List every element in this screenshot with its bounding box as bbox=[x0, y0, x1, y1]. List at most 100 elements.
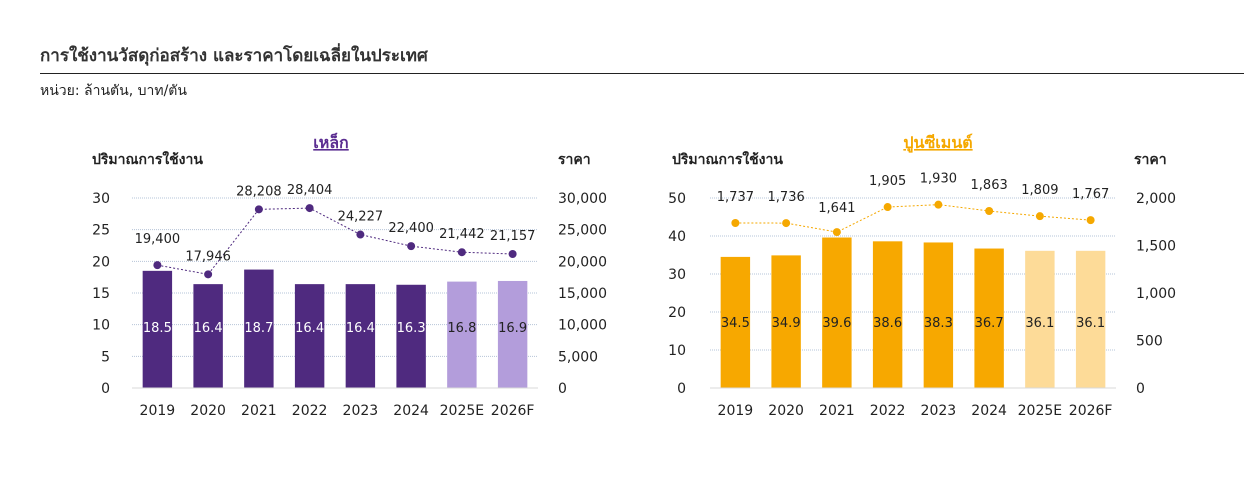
cement-price-marker bbox=[985, 207, 994, 216]
steel-price-value-label: 24,227 bbox=[338, 210, 384, 225]
steel-y-tick-label: 10 bbox=[92, 318, 110, 334]
cement-price-marker bbox=[883, 203, 892, 212]
cement-price-value-label: 1,641 bbox=[818, 201, 855, 216]
cement-y-tick-label: 30 bbox=[668, 267, 686, 283]
cement-x-tick-label: 2025E bbox=[1018, 403, 1062, 419]
steel-bar bbox=[244, 269, 274, 388]
steel-price-marker bbox=[254, 205, 263, 214]
steel-price-marker bbox=[457, 248, 466, 257]
steel-price-value-label: 22,400 bbox=[388, 221, 434, 236]
steel-x-tick-label: 2019 bbox=[140, 403, 176, 419]
steel-y2-tick-label: 10,000 bbox=[558, 318, 607, 334]
steel-bar-value-label: 16.4 bbox=[194, 321, 223, 336]
steel-price-value-label: 21,442 bbox=[439, 227, 485, 242]
cement-bar bbox=[720, 256, 751, 388]
steel-bar bbox=[447, 281, 477, 388]
steel-bar-value-label: 16.3 bbox=[397, 321, 426, 336]
cement-bar-value-label: 36.1 bbox=[1076, 316, 1105, 331]
cement-x-tick-label: 2026F bbox=[1069, 403, 1113, 419]
steel-bar-value-label: 16.9 bbox=[498, 321, 527, 336]
cement-chart-title: ปูนซีเมนต์ bbox=[903, 133, 972, 154]
steel-chart-title: เหล็ก bbox=[313, 131, 349, 152]
cement-bar-value-label: 36.1 bbox=[1025, 316, 1054, 331]
cement-bar-value-label: 39.6 bbox=[822, 316, 851, 331]
steel-y-tick-label: 25 bbox=[92, 223, 110, 239]
cement-price-marker bbox=[832, 228, 841, 237]
cement-bar bbox=[923, 242, 954, 388]
cement-bar bbox=[974, 248, 1004, 388]
page-title: การใช้งานวัสดุก่อสร้าง และราคาโดยเฉลี่ยใ… bbox=[40, 46, 428, 66]
cement-price-marker bbox=[1086, 216, 1095, 225]
steel-price-marker bbox=[407, 242, 416, 251]
cement-y-tick-label: 50 bbox=[668, 191, 686, 207]
steel-price-marker bbox=[305, 204, 314, 213]
cement-x-tick-label: 2020 bbox=[768, 403, 804, 419]
steel-y2-tick-label: 15,000 bbox=[558, 286, 607, 302]
steel-price-line bbox=[157, 207, 513, 275]
cement-price-value-label: 1,809 bbox=[1021, 183, 1058, 198]
steel-price-marker bbox=[204, 270, 213, 279]
steel-x-tick-label: 2022 bbox=[292, 403, 328, 419]
steel-bar-value-label: 18.5 bbox=[143, 321, 172, 336]
cement-y-tick-label: 40 bbox=[668, 229, 686, 245]
steel-price-value-label: 17,946 bbox=[185, 249, 231, 264]
unit-subtitle: หน่วย: ล้านตัน, บาท/ตัน bbox=[40, 83, 187, 99]
steel-price-value-label: 28,404 bbox=[287, 183, 333, 198]
cement-bar-value-label: 34.5 bbox=[721, 316, 750, 331]
cement-x-tick-label: 2023 bbox=[921, 403, 957, 419]
steel-bar bbox=[497, 280, 528, 388]
cement-price-value-label: 1,736 bbox=[768, 190, 805, 205]
steel-y-tick-label: 15 bbox=[92, 286, 110, 302]
cement-price-marker bbox=[731, 218, 740, 227]
steel-x-tick-label: 2023 bbox=[343, 403, 379, 419]
cement-price-value-label: 1,905 bbox=[869, 174, 906, 189]
cement-bar-value-label: 38.3 bbox=[924, 316, 953, 331]
steel-y-tick-label: 5 bbox=[101, 349, 110, 365]
steel-price-value-label: 21,157 bbox=[490, 229, 536, 244]
cement-right-axis-title: ราคา bbox=[1134, 152, 1167, 168]
cement-y-tick-label: 10 bbox=[668, 343, 686, 359]
cement-price-line bbox=[735, 204, 1091, 233]
steel-y2-tick-label: 25,000 bbox=[558, 223, 607, 239]
steel-price-value-label: 28,208 bbox=[236, 184, 282, 199]
steel-x-tick-label: 2024 bbox=[393, 403, 429, 419]
steel-bar-value-label: 16.4 bbox=[295, 321, 324, 336]
cement-price-marker bbox=[782, 219, 791, 228]
steel-price-marker bbox=[153, 261, 162, 270]
cement-bar-value-label: 38.6 bbox=[873, 316, 902, 331]
steel-bar bbox=[345, 284, 376, 388]
steel-x-tick-label: 2021 bbox=[241, 403, 277, 419]
cement-bar-value-label: 36.7 bbox=[975, 316, 1004, 331]
steel-y2-tick-label: 30,000 bbox=[558, 191, 607, 207]
cement-price-value-label: 1,767 bbox=[1072, 187, 1109, 202]
cement-left-axis-title: ปริมาณการใช้งาน bbox=[672, 150, 783, 168]
steel-x-tick-label: 2026F bbox=[491, 403, 535, 419]
steel-bar bbox=[294, 284, 325, 388]
cement-price-marker bbox=[934, 200, 943, 209]
steel-bar-value-label: 16.8 bbox=[447, 321, 476, 336]
cement-x-tick-label: 2021 bbox=[819, 403, 855, 419]
cement-x-tick-label: 2019 bbox=[718, 403, 754, 419]
steel-y2-tick-label: 5,000 bbox=[558, 349, 598, 365]
steel-y-tick-label: 20 bbox=[92, 254, 110, 270]
cement-y2-tick-label: 0 bbox=[1136, 381, 1145, 397]
cement-y2-tick-label: 500 bbox=[1136, 334, 1163, 350]
steel-bar bbox=[396, 284, 426, 388]
steel-price-value-label: 19,400 bbox=[135, 232, 181, 247]
steel-y2-tick-label: 0 bbox=[558, 381, 567, 397]
steel-bar-value-label: 16.4 bbox=[346, 321, 375, 336]
cement-bar bbox=[872, 241, 903, 388]
steel-y-tick-label: 0 bbox=[101, 381, 110, 397]
cement-price-marker bbox=[1035, 212, 1044, 221]
cement-x-tick-label: 2024 bbox=[971, 403, 1007, 419]
cement-y-tick-label: 20 bbox=[668, 305, 686, 321]
steel-x-tick-label: 2025E bbox=[440, 403, 484, 419]
steel-chart: เหล็กปริมาณการใช้งาน ราคา 0 5 10 15 20 25 30 0 5,0… bbox=[92, 131, 607, 419]
cement-y2-tick-label: 1,000 bbox=[1136, 286, 1176, 302]
cement-y-tick-label: 0 bbox=[677, 381, 686, 397]
cement-price-value-label: 1,863 bbox=[971, 178, 1008, 193]
cement-bar bbox=[1025, 250, 1055, 388]
cement-price-value-label: 1,737 bbox=[717, 190, 754, 205]
cement-chart: ปูนซีเมนต์ปริมาณการใช้งาน ราคา 0 10 20 30 40 50… bbox=[668, 133, 1176, 419]
steel-price-marker bbox=[356, 230, 365, 239]
